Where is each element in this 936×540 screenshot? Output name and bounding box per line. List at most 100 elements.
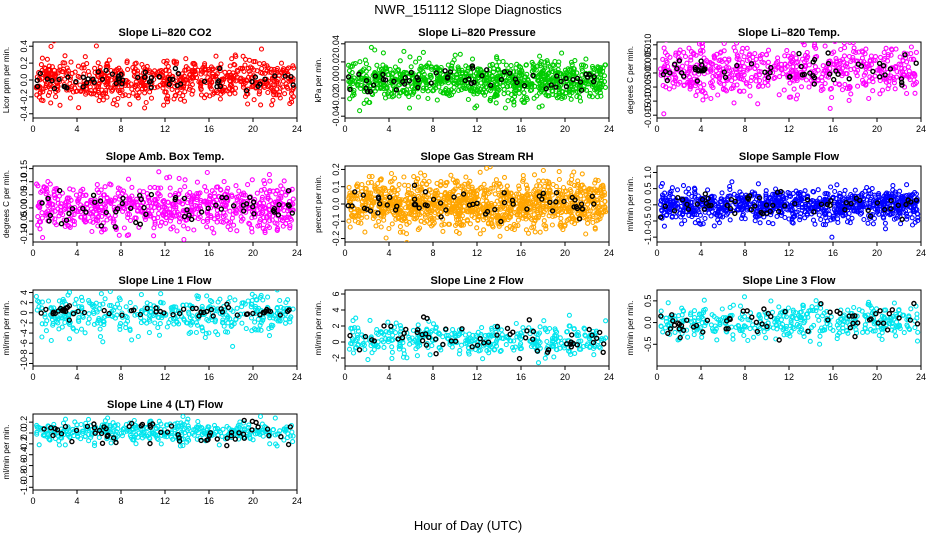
data-point <box>911 77 917 83</box>
data-point <box>708 80 714 86</box>
data-point <box>418 170 424 176</box>
data-point <box>82 54 88 60</box>
data-point <box>533 196 539 202</box>
data-point <box>791 78 797 84</box>
data-point <box>413 59 419 65</box>
data-point <box>272 199 278 205</box>
data-point <box>523 95 530 101</box>
data-point <box>508 63 514 69</box>
data-point <box>227 227 233 233</box>
data-point <box>374 62 380 68</box>
data-point <box>401 174 407 180</box>
data-point <box>755 84 762 90</box>
data-point <box>591 67 598 73</box>
data-point <box>546 179 552 185</box>
data-point <box>65 68 71 74</box>
data-point <box>387 179 393 185</box>
data-point <box>475 208 481 214</box>
hourly-point <box>811 81 817 87</box>
hourly-point <box>230 203 237 209</box>
hourly-point <box>141 204 147 211</box>
hourly-point <box>402 74 408 81</box>
data-point <box>507 214 513 220</box>
data-point <box>675 81 681 87</box>
data-point <box>102 184 108 190</box>
data-point <box>249 215 255 221</box>
data-point <box>687 84 693 90</box>
data-point <box>700 48 706 54</box>
data-point <box>453 72 459 78</box>
data-point <box>115 95 121 102</box>
data-point <box>793 64 800 70</box>
data-point <box>785 53 791 59</box>
data-point <box>432 209 438 216</box>
data-point <box>686 186 692 192</box>
data-point <box>95 72 101 78</box>
data-point <box>287 101 293 107</box>
hourly-point <box>469 63 476 69</box>
data-point <box>552 58 558 65</box>
data-point <box>718 49 724 55</box>
data-point <box>378 224 384 230</box>
y-tick-label: -0.05 <box>19 211 29 232</box>
data-point <box>891 66 897 72</box>
data-point <box>520 176 526 182</box>
y-tick-label: 0.2 <box>19 57 29 70</box>
data-point <box>757 220 763 226</box>
hourly-point <box>65 74 71 80</box>
y-tick-label: 0.0 <box>331 198 341 211</box>
data-point <box>534 93 540 99</box>
data-point <box>419 65 425 71</box>
data-point <box>55 200 61 206</box>
hourly-point <box>870 68 876 75</box>
x-tick-label: 8 <box>430 124 435 134</box>
data-point <box>891 77 897 83</box>
data-point <box>703 93 709 99</box>
data-point <box>258 102 264 108</box>
data-point <box>747 51 753 57</box>
data-point <box>583 87 590 93</box>
data-point <box>143 99 149 106</box>
data-point <box>418 186 424 192</box>
x-tick-label: 4 <box>74 248 79 258</box>
hourly-point <box>468 80 475 87</box>
x-tick-label: 12 <box>472 248 482 258</box>
hourly-point <box>95 69 102 75</box>
data-point <box>165 99 171 105</box>
data-point <box>181 98 188 104</box>
data-point <box>170 74 176 80</box>
data-point <box>283 81 289 87</box>
data-point <box>282 91 288 97</box>
data-point <box>449 198 455 204</box>
data-point <box>397 229 403 235</box>
data-point <box>593 177 599 183</box>
hourly-point <box>37 70 43 77</box>
data-point <box>76 105 82 111</box>
data-point <box>734 52 740 58</box>
data-point <box>246 57 253 63</box>
hourly-point <box>282 73 288 79</box>
data-point <box>755 101 761 107</box>
hourly-point <box>181 195 188 202</box>
data-point <box>488 216 495 222</box>
data-point <box>192 61 198 67</box>
data-point <box>177 96 184 102</box>
data-point <box>430 202 436 208</box>
data-point <box>812 42 818 48</box>
hourly-point <box>501 190 507 196</box>
data-point <box>567 194 573 200</box>
data-point <box>705 69 711 75</box>
data-point <box>585 188 591 194</box>
y-tick-label: -0.4 <box>19 106 29 122</box>
data-point <box>84 201 90 207</box>
data-point <box>555 209 561 215</box>
hourly-point <box>787 73 793 80</box>
data-point <box>859 77 866 83</box>
data-point <box>755 181 761 187</box>
data-point <box>267 178 273 184</box>
hourly-point <box>361 205 368 212</box>
data-point <box>115 185 121 191</box>
data-point <box>156 191 162 197</box>
data-point <box>477 231 483 237</box>
data-point <box>726 65 732 71</box>
